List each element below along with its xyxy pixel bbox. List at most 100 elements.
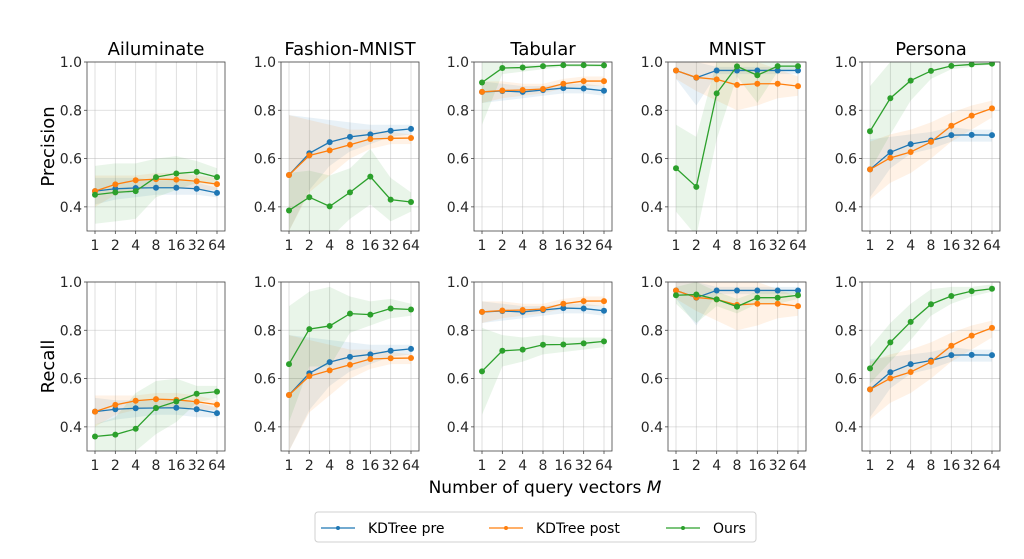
point-ours: [173, 398, 180, 405]
x-tick-label: 2: [305, 238, 314, 254]
point-kdtree-post: [499, 87, 506, 94]
point-kdtree-post: [673, 287, 679, 294]
point-ours: [601, 62, 607, 69]
x-tick-label: 1: [866, 458, 875, 474]
legend-label: KDTree post: [536, 521, 620, 537]
band-kdtree-pre: [95, 177, 217, 205]
point-ours: [580, 340, 587, 347]
point-kdtree-pre: [193, 406, 200, 413]
x-tick-label: 2: [305, 458, 314, 474]
y-tick-label: 0.6: [60, 152, 82, 168]
x-tick-label: 8: [346, 238, 355, 254]
band-kdtree-pre: [289, 115, 411, 231]
point-kdtree-post: [408, 135, 414, 142]
point-ours: [754, 294, 761, 301]
point-kdtree-pre: [601, 307, 607, 314]
point-kdtree-post: [367, 356, 374, 363]
x-tick-label: 16: [942, 458, 960, 474]
point-kdtree-pre: [408, 345, 414, 352]
x-tick-label: 16: [167, 458, 185, 474]
point-kdtree-pre: [907, 361, 914, 368]
y-axis-label-recall: Recall: [38, 340, 59, 394]
point-kdtree-post: [887, 375, 894, 382]
point-kdtree-post: [193, 398, 200, 405]
point-ours: [214, 174, 220, 181]
y-tick-label: 0.8: [641, 323, 663, 339]
point-ours: [112, 189, 119, 196]
point-kdtree-post: [347, 361, 353, 368]
x-tick-label: 1: [866, 238, 875, 254]
x-tick-label: 4: [712, 458, 721, 474]
x-tick-label: 8: [346, 458, 355, 474]
x-tick-label: 16: [361, 238, 379, 254]
point-kdtree-post: [907, 149, 914, 156]
x-tick-label: 1: [91, 458, 100, 474]
x-tick-label: 1: [285, 458, 294, 474]
point-kdtree-pre: [193, 185, 200, 192]
point-kdtree-post: [928, 358, 934, 365]
point-kdtree-post: [907, 369, 914, 376]
point-ours: [968, 62, 975, 68]
panel-recall-ailuminate: 0.4 0.6 0.8 1.0 1 2 4 8 16 32 64: [60, 275, 226, 474]
point-kdtree-post: [326, 367, 333, 374]
x-tick-label: 2: [111, 238, 120, 254]
panel-precision-persona: 0.4 0.6 0.8 1.0 1 2 4 8 16 32 64 Persona: [835, 39, 1001, 254]
band-ours: [95, 378, 217, 451]
plot-area: [286, 286, 414, 451]
point-kdtree-post: [540, 306, 546, 313]
point-kdtree-pre: [887, 369, 894, 376]
legend-marker: [681, 526, 685, 530]
x-tick-label: 8: [733, 458, 742, 474]
point-ours: [286, 361, 292, 368]
point-kdtree-post: [347, 141, 353, 148]
x-tick-label: 64: [402, 458, 420, 474]
point-kdtree-post: [306, 373, 313, 380]
point-ours: [367, 173, 374, 180]
point-ours: [193, 168, 200, 175]
point-kdtree-post: [948, 122, 955, 129]
x-tick-label: 64: [208, 458, 226, 474]
y-tick-label: 1.0: [835, 275, 857, 291]
point-kdtree-pre: [580, 305, 587, 312]
point-ours: [560, 62, 567, 69]
band-kdtree-post: [289, 115, 411, 231]
y-tick-label: 0.4: [641, 420, 663, 436]
y-tick-label: 0.4: [254, 200, 276, 216]
y-tick-label: 1.0: [254, 275, 276, 291]
point-kdtree-post: [560, 300, 567, 307]
y-tick-label: 1.0: [641, 55, 663, 71]
point-ours: [326, 203, 333, 210]
panel-precision-fashion-mnist: 0.4 0.6 0.8 1.0 1 2 4 8 16 32 64 Fashion-MNIST: [254, 39, 420, 254]
point-kdtree-pre: [387, 127, 394, 134]
plot-area: [673, 62, 801, 231]
point-kdtree-post: [989, 324, 995, 331]
point-kdtree-pre: [367, 351, 374, 358]
point-kdtree-post: [286, 391, 292, 398]
point-kdtree-pre: [132, 405, 139, 412]
point-ours: [968, 288, 975, 295]
x-tick-label: 64: [402, 238, 420, 254]
point-ours: [601, 338, 607, 345]
point-kdtree-post: [580, 78, 587, 85]
x-tick-label: 8: [539, 458, 548, 474]
point-kdtree-pre: [326, 139, 333, 146]
y-tick-label: 1.0: [447, 275, 469, 291]
point-ours: [347, 310, 353, 317]
x-tick-label: 4: [712, 238, 721, 254]
band-kdtree-pre: [676, 282, 798, 326]
y-tick-label: 1.0: [447, 55, 469, 71]
point-ours: [306, 194, 313, 201]
row-labels: Precision Recall: [38, 106, 59, 393]
y-tick-label: 0.4: [835, 200, 857, 216]
point-kdtree-post: [479, 308, 485, 315]
x-tick-label: 2: [111, 458, 120, 474]
point-kdtree-post: [887, 154, 894, 161]
x-tick-label: 64: [789, 458, 807, 474]
x-tick-label: 1: [672, 238, 681, 254]
x-tick-label: 16: [748, 458, 766, 474]
point-kdtree-post: [286, 171, 292, 178]
panel-recall-fashion-mnist: 0.4 0.6 0.8 1.0 1 2 4 8 16 32 64: [254, 275, 420, 474]
x-tick-label: 64: [208, 238, 226, 254]
point-ours: [928, 67, 934, 74]
band-kdtree-post: [95, 173, 217, 207]
